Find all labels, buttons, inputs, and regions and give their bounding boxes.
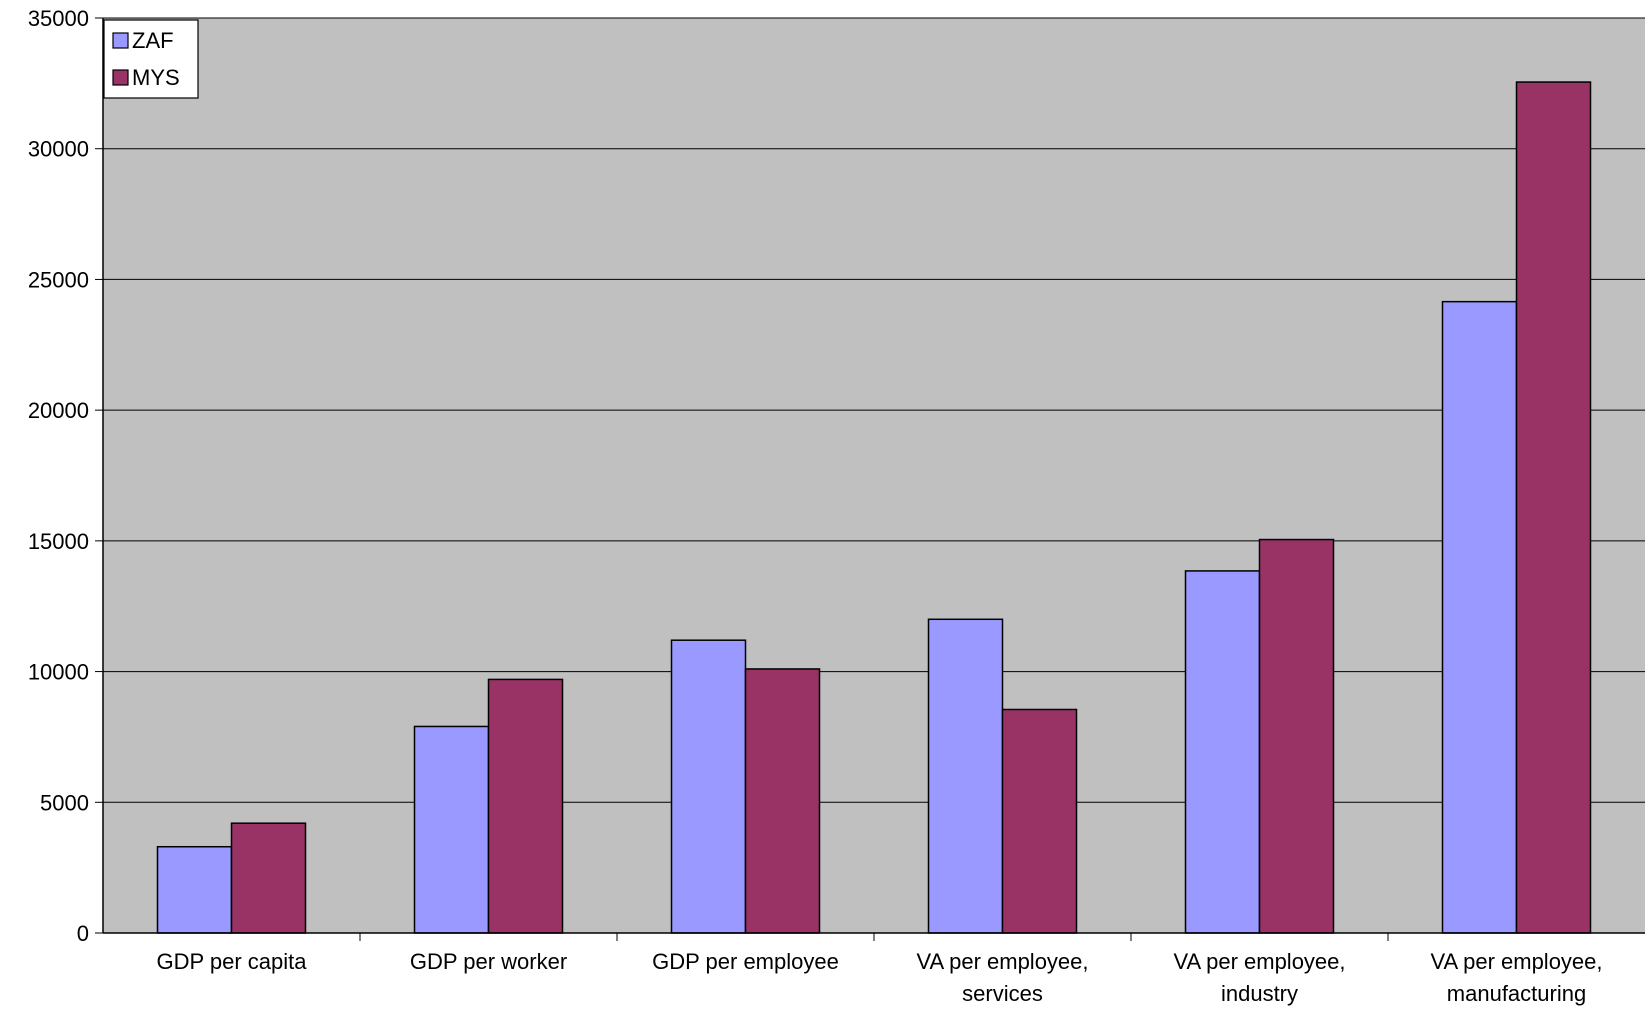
legend-swatch-zaf: [112, 32, 129, 49]
x-category-label: GDP per employee: [652, 949, 839, 974]
bar-zaf-2: [670, 639, 747, 934]
y-tick-label: 35000: [28, 6, 89, 31]
y-tick-label: 25000: [28, 267, 89, 292]
y-tick-label: 10000: [28, 660, 89, 685]
bar-mys-1: [487, 678, 564, 934]
x-category-label: GDP per worker: [410, 949, 567, 974]
plot-area: [103, 18, 1645, 933]
legend: ZAF MYS: [103, 19, 199, 99]
bar-mys-5: [1515, 81, 1592, 934]
bar-zaf-1: [413, 725, 490, 934]
y-tick-label: 20000: [28, 398, 89, 423]
y-tick-label: 30000: [28, 137, 89, 162]
bar-zaf-5: [1441, 300, 1518, 934]
y-tick-label: 0: [77, 921, 89, 946]
legend-label-mys: MYS: [132, 65, 180, 90]
x-category-label: VA per employee, manufacturing: [1430, 949, 1602, 1006]
bar-zaf-4: [1184, 570, 1261, 934]
bar-zaf-0: [156, 845, 233, 934]
y-tick-label: 15000: [28, 529, 89, 554]
x-category-label: VA per employee, industry: [1173, 949, 1345, 1006]
x-category-label: GDP per capita: [156, 949, 307, 974]
bar-mys-2: [744, 668, 821, 934]
axes: 0 5000 10000 15000 20000 25000 30000 35000 GDP p…: [28, 6, 1645, 1006]
bar-mys-3: [1001, 708, 1078, 934]
bar-mys-4: [1258, 538, 1335, 934]
bar-zaf-3: [927, 618, 1004, 934]
legend-label-zaf: ZAF: [132, 28, 174, 53]
bar-mys-0: [230, 822, 307, 934]
x-category-label: VA per employee, services: [916, 949, 1088, 1006]
bars: [156, 81, 1592, 934]
legend-swatch-mys: [112, 69, 129, 86]
gridlines: [103, 17, 1645, 803]
y-tick-label: 5000: [40, 790, 89, 815]
